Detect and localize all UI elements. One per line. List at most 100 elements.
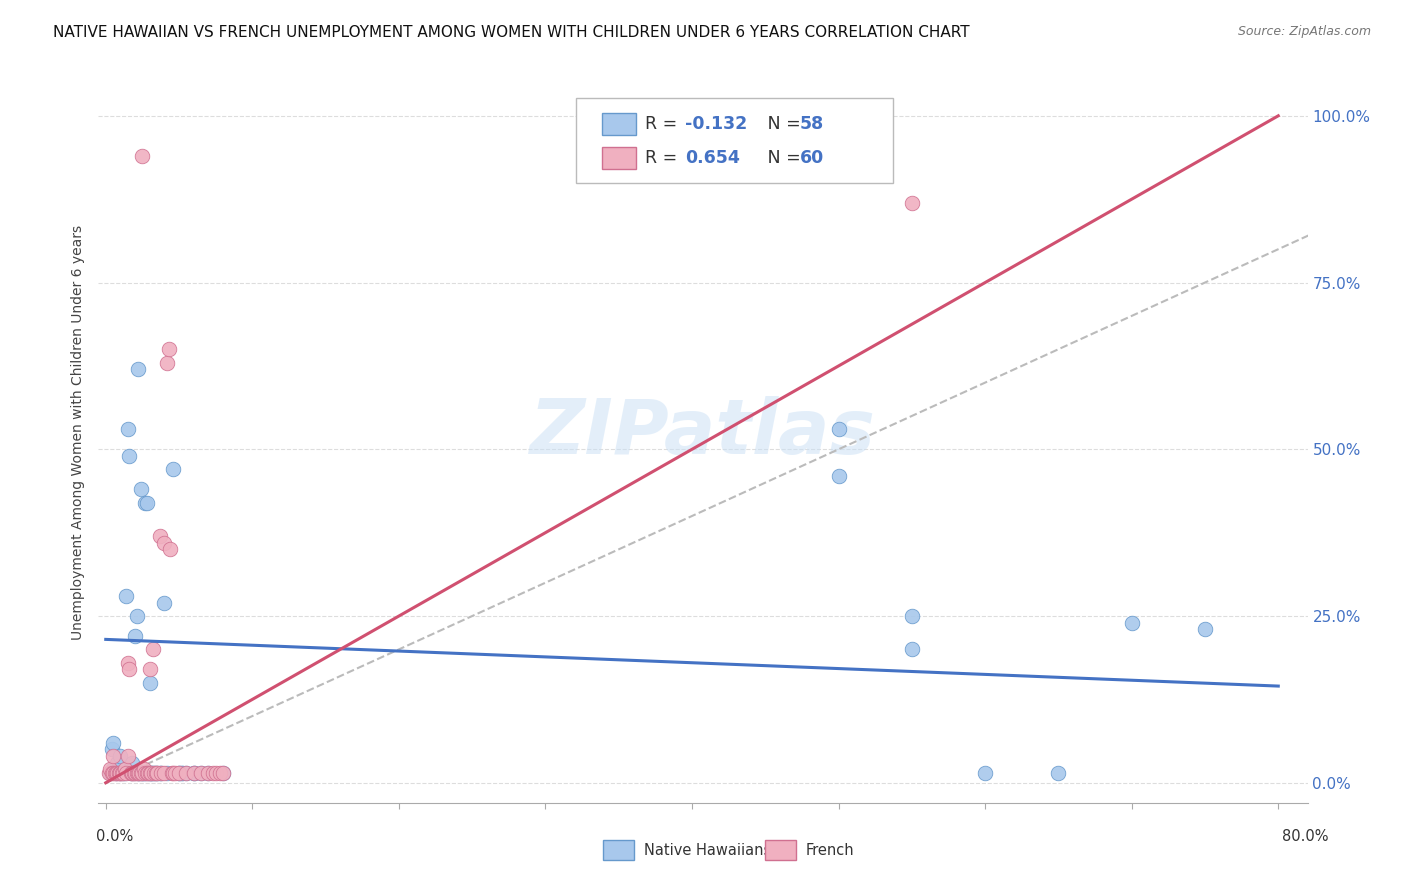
Point — [135, 496, 157, 510]
Point — [138, 765, 160, 780]
Point — [112, 765, 135, 780]
Point — [153, 535, 176, 549]
Point — [110, 765, 132, 780]
Point — [156, 355, 179, 369]
Point — [131, 765, 153, 780]
Point — [120, 765, 142, 780]
Point — [160, 765, 183, 780]
Point — [183, 765, 205, 780]
Point — [129, 765, 152, 780]
Point — [121, 756, 143, 770]
Point — [136, 765, 159, 780]
Point — [162, 462, 184, 476]
Point — [131, 765, 153, 780]
Point — [136, 765, 159, 780]
Point — [127, 362, 149, 376]
Point — [170, 765, 193, 780]
Point — [153, 765, 176, 780]
Point — [121, 765, 143, 780]
Text: Source: ZipAtlas.com: Source: ZipAtlas.com — [1237, 25, 1371, 38]
Point — [128, 765, 150, 780]
Text: N =: N = — [751, 149, 806, 167]
Point — [108, 765, 131, 780]
Point — [141, 765, 163, 780]
Point — [146, 765, 169, 780]
Point — [98, 763, 121, 777]
Point — [135, 765, 157, 780]
Point — [209, 765, 232, 780]
Point — [138, 675, 160, 690]
Point — [1194, 623, 1216, 637]
Point — [204, 765, 226, 780]
Point — [827, 469, 849, 483]
Point — [143, 765, 166, 780]
Point — [127, 765, 149, 780]
Text: Native Hawaiians: Native Hawaiians — [644, 843, 772, 857]
Point — [183, 765, 205, 780]
Point — [142, 642, 165, 657]
Text: 80.0%: 80.0% — [1282, 830, 1329, 844]
Text: 0.654: 0.654 — [685, 149, 740, 167]
Point — [131, 765, 153, 780]
Point — [170, 765, 193, 780]
Point — [101, 736, 124, 750]
Point — [1121, 615, 1143, 630]
Point — [118, 449, 141, 463]
Point — [167, 765, 190, 780]
Point — [110, 765, 132, 780]
Point — [157, 343, 180, 357]
Point — [901, 642, 924, 657]
Point — [153, 596, 176, 610]
Point — [1047, 765, 1070, 780]
Point — [131, 149, 153, 163]
Text: N =: N = — [751, 115, 806, 133]
Point — [124, 629, 146, 643]
Point — [141, 765, 163, 780]
Point — [112, 765, 135, 780]
Point — [121, 765, 143, 780]
Point — [167, 765, 190, 780]
Point — [115, 589, 138, 603]
Point — [122, 765, 145, 780]
Point — [132, 763, 155, 777]
Point — [107, 756, 129, 770]
Point — [105, 765, 128, 780]
Point — [98, 765, 121, 780]
Point — [138, 662, 160, 676]
Point — [163, 765, 186, 780]
Point — [101, 749, 124, 764]
Point — [167, 765, 190, 780]
Point — [138, 765, 160, 780]
Point — [134, 765, 156, 780]
Point — [176, 765, 198, 780]
Text: ZIPatlas: ZIPatlas — [530, 396, 876, 469]
Text: French: French — [806, 843, 855, 857]
Point — [146, 765, 169, 780]
Point — [183, 765, 205, 780]
Point — [201, 765, 224, 780]
Point — [120, 765, 142, 780]
Point — [132, 765, 155, 780]
Point — [143, 765, 166, 780]
Point — [114, 763, 136, 777]
Point — [122, 765, 145, 780]
Point — [134, 765, 156, 780]
Y-axis label: Unemployment Among Women with Children Under 6 years: Unemployment Among Women with Children U… — [72, 225, 86, 640]
Text: 58: 58 — [800, 115, 824, 133]
Point — [162, 765, 184, 780]
Point — [117, 422, 139, 436]
Point — [101, 765, 124, 780]
Point — [114, 765, 136, 780]
Point — [111, 765, 134, 780]
Point — [142, 765, 165, 780]
Point — [110, 765, 132, 780]
Point — [145, 765, 167, 780]
Point — [197, 765, 219, 780]
Point — [125, 609, 148, 624]
Point — [901, 609, 924, 624]
Point — [149, 765, 172, 780]
Point — [97, 765, 120, 780]
Point — [124, 765, 146, 780]
Point — [127, 765, 149, 780]
Point — [105, 765, 128, 780]
